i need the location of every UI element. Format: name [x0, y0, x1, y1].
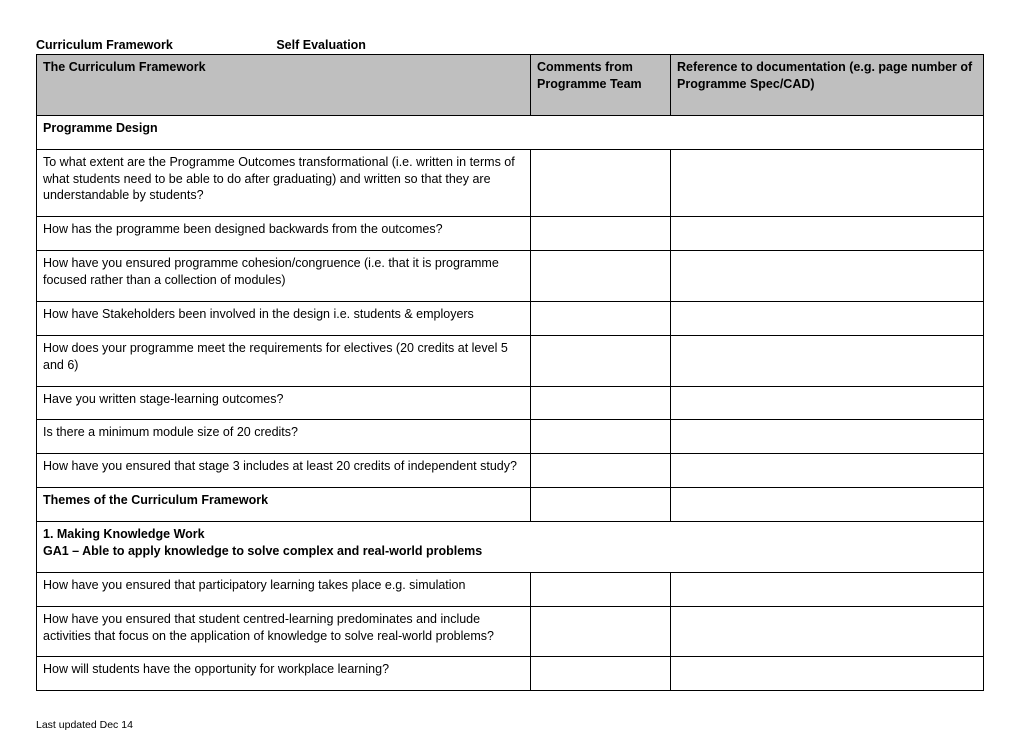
comments-cell[interactable]	[531, 149, 671, 217]
table-row: How has the programme been designed back…	[37, 217, 984, 251]
reference-cell[interactable]	[671, 386, 984, 420]
question-cell: How will students have the opportunity f…	[37, 657, 531, 691]
question-cell: Is there a minimum module size of 20 cre…	[37, 420, 531, 454]
reference-cell[interactable]	[671, 217, 984, 251]
document-title: Curriculum Framework Self Evaluation	[36, 38, 984, 52]
table-row: How have you ensured that stage 3 includ…	[37, 454, 984, 488]
reference-cell[interactable]	[671, 301, 984, 335]
question-cell: How have you ensured that participatory …	[37, 572, 531, 606]
table-row: How does your programme meet the require…	[37, 335, 984, 386]
comments-cell[interactable]	[531, 301, 671, 335]
comments-cell[interactable]	[531, 657, 671, 691]
table-row: How have you ensured that student centre…	[37, 606, 984, 657]
col-header-comments: Comments from Programme Team	[531, 55, 671, 116]
question-cell: To what extent are the Programme Outcome…	[37, 149, 531, 217]
table-row: Have you written stage-learning outcomes…	[37, 386, 984, 420]
table-row: How have you ensured programme cohesion/…	[37, 251, 984, 302]
reference-cell[interactable]	[671, 454, 984, 488]
reference-cell[interactable]	[671, 488, 984, 522]
table-row: How have Stakeholders been involved in t…	[37, 301, 984, 335]
comments-cell[interactable]	[531, 386, 671, 420]
section-label: Programme Design	[37, 115, 984, 149]
reference-cell[interactable]	[671, 657, 984, 691]
section-themes: Themes of the Curriculum Framework	[37, 488, 984, 522]
evaluation-table: The Curriculum Framework Comments from P…	[36, 54, 984, 691]
comments-cell[interactable]	[531, 488, 671, 522]
comments-cell[interactable]	[531, 217, 671, 251]
col-header-framework: The Curriculum Framework	[37, 55, 531, 116]
theme-title: 1. Making Knowledge Work	[43, 526, 977, 543]
comments-cell[interactable]	[531, 606, 671, 657]
reference-cell[interactable]	[671, 420, 984, 454]
reference-cell[interactable]	[671, 335, 984, 386]
question-cell: How have Stakeholders been involved in t…	[37, 301, 531, 335]
table-row: Is there a minimum module size of 20 cre…	[37, 420, 984, 454]
table-row: How have you ensured that participatory …	[37, 572, 984, 606]
reference-cell[interactable]	[671, 149, 984, 217]
theme-row: 1. Making Knowledge Work GA1 – Able to a…	[37, 522, 984, 573]
section-programme-design: Programme Design	[37, 115, 984, 149]
theme-subtitle: GA1 – Able to apply knowledge to solve c…	[43, 543, 977, 560]
theme-cell: 1. Making Knowledge Work GA1 – Able to a…	[37, 522, 984, 573]
title-right: Self Evaluation	[276, 38, 366, 52]
table-header-row: The Curriculum Framework Comments from P…	[37, 55, 984, 116]
reference-cell[interactable]	[671, 606, 984, 657]
question-cell: Have you written stage-learning outcomes…	[37, 386, 531, 420]
question-cell: How does your programme meet the require…	[37, 335, 531, 386]
reference-cell[interactable]	[671, 572, 984, 606]
footer-text: Last updated Dec 14	[36, 719, 984, 731]
title-left: Curriculum Framework	[36, 38, 173, 52]
reference-cell[interactable]	[671, 251, 984, 302]
section-label: Themes of the Curriculum Framework	[37, 488, 531, 522]
table-row: How will students have the opportunity f…	[37, 657, 984, 691]
question-cell: How have you ensured programme cohesion/…	[37, 251, 531, 302]
table-row: To what extent are the Programme Outcome…	[37, 149, 984, 217]
comments-cell[interactable]	[531, 251, 671, 302]
comments-cell[interactable]	[531, 572, 671, 606]
question-cell: How have you ensured that student centre…	[37, 606, 531, 657]
col-header-reference: Reference to documentation (e.g. page nu…	[671, 55, 984, 116]
question-cell: How has the programme been designed back…	[37, 217, 531, 251]
comments-cell[interactable]	[531, 335, 671, 386]
comments-cell[interactable]	[531, 454, 671, 488]
question-cell: How have you ensured that stage 3 includ…	[37, 454, 531, 488]
comments-cell[interactable]	[531, 420, 671, 454]
